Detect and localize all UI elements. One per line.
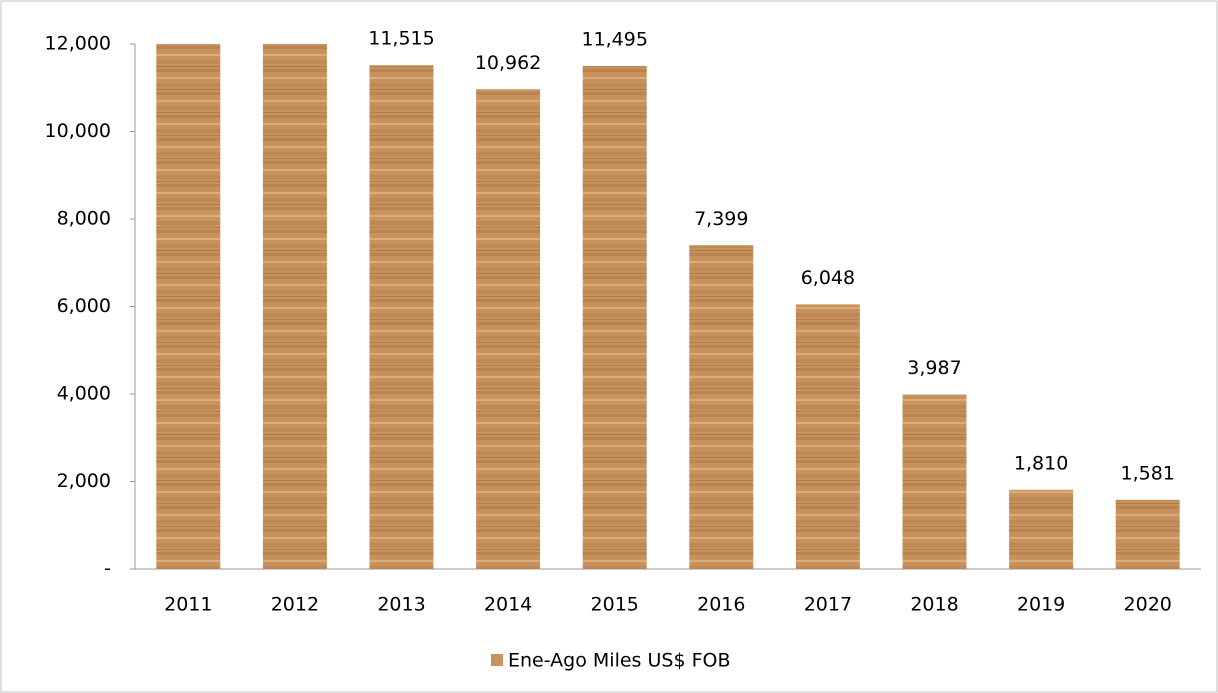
x-tick-label: 2016 [697,594,745,616]
data-label: 7,399 [694,208,748,230]
bar-texture [369,65,434,569]
data-label: 1,581 [1120,462,1174,484]
x-tick-label: 2018 [910,594,958,616]
data-label: 3,987 [907,357,961,379]
bar-texture [1009,489,1074,569]
y-tick-label: 8,000 [57,208,111,230]
y-tick-label: 12,000 [45,33,111,55]
data-label: 6,048 [801,267,855,289]
x-tick-label: 2020 [1124,594,1172,616]
x-tick-label: 2011 [164,594,212,616]
data-label: 1,810 [1014,452,1068,474]
data-label: 11,515 [368,28,434,50]
bar-texture [902,394,967,569]
x-tick-label: 2019 [1017,594,1065,616]
bar-texture [582,66,647,569]
bar-texture [689,245,754,569]
bar-texture [795,304,860,569]
x-tick-label: 2012 [271,594,319,616]
legend-label: Ene-Ago Miles US$ FOB [508,650,731,672]
bar-texture [156,44,221,569]
bar-texture [1115,499,1180,569]
data-label: 11,495 [581,29,647,51]
bar-texture [476,89,541,569]
y-tick-label: 10,000 [45,120,111,142]
x-tick-label: 2014 [484,594,532,616]
x-tick-label: 2015 [591,594,639,616]
x-tick-label: 2013 [377,594,425,616]
y-tick-label: 2,000 [57,470,111,492]
x-tick-label: 2017 [804,594,852,616]
y-tick-label: 4,000 [57,383,111,405]
y-tick-label: - [104,558,111,580]
y-tick-label: 6,000 [57,295,111,317]
bar-texture [262,44,327,569]
legend-swatch [491,654,503,666]
data-label: 10,962 [475,52,541,74]
